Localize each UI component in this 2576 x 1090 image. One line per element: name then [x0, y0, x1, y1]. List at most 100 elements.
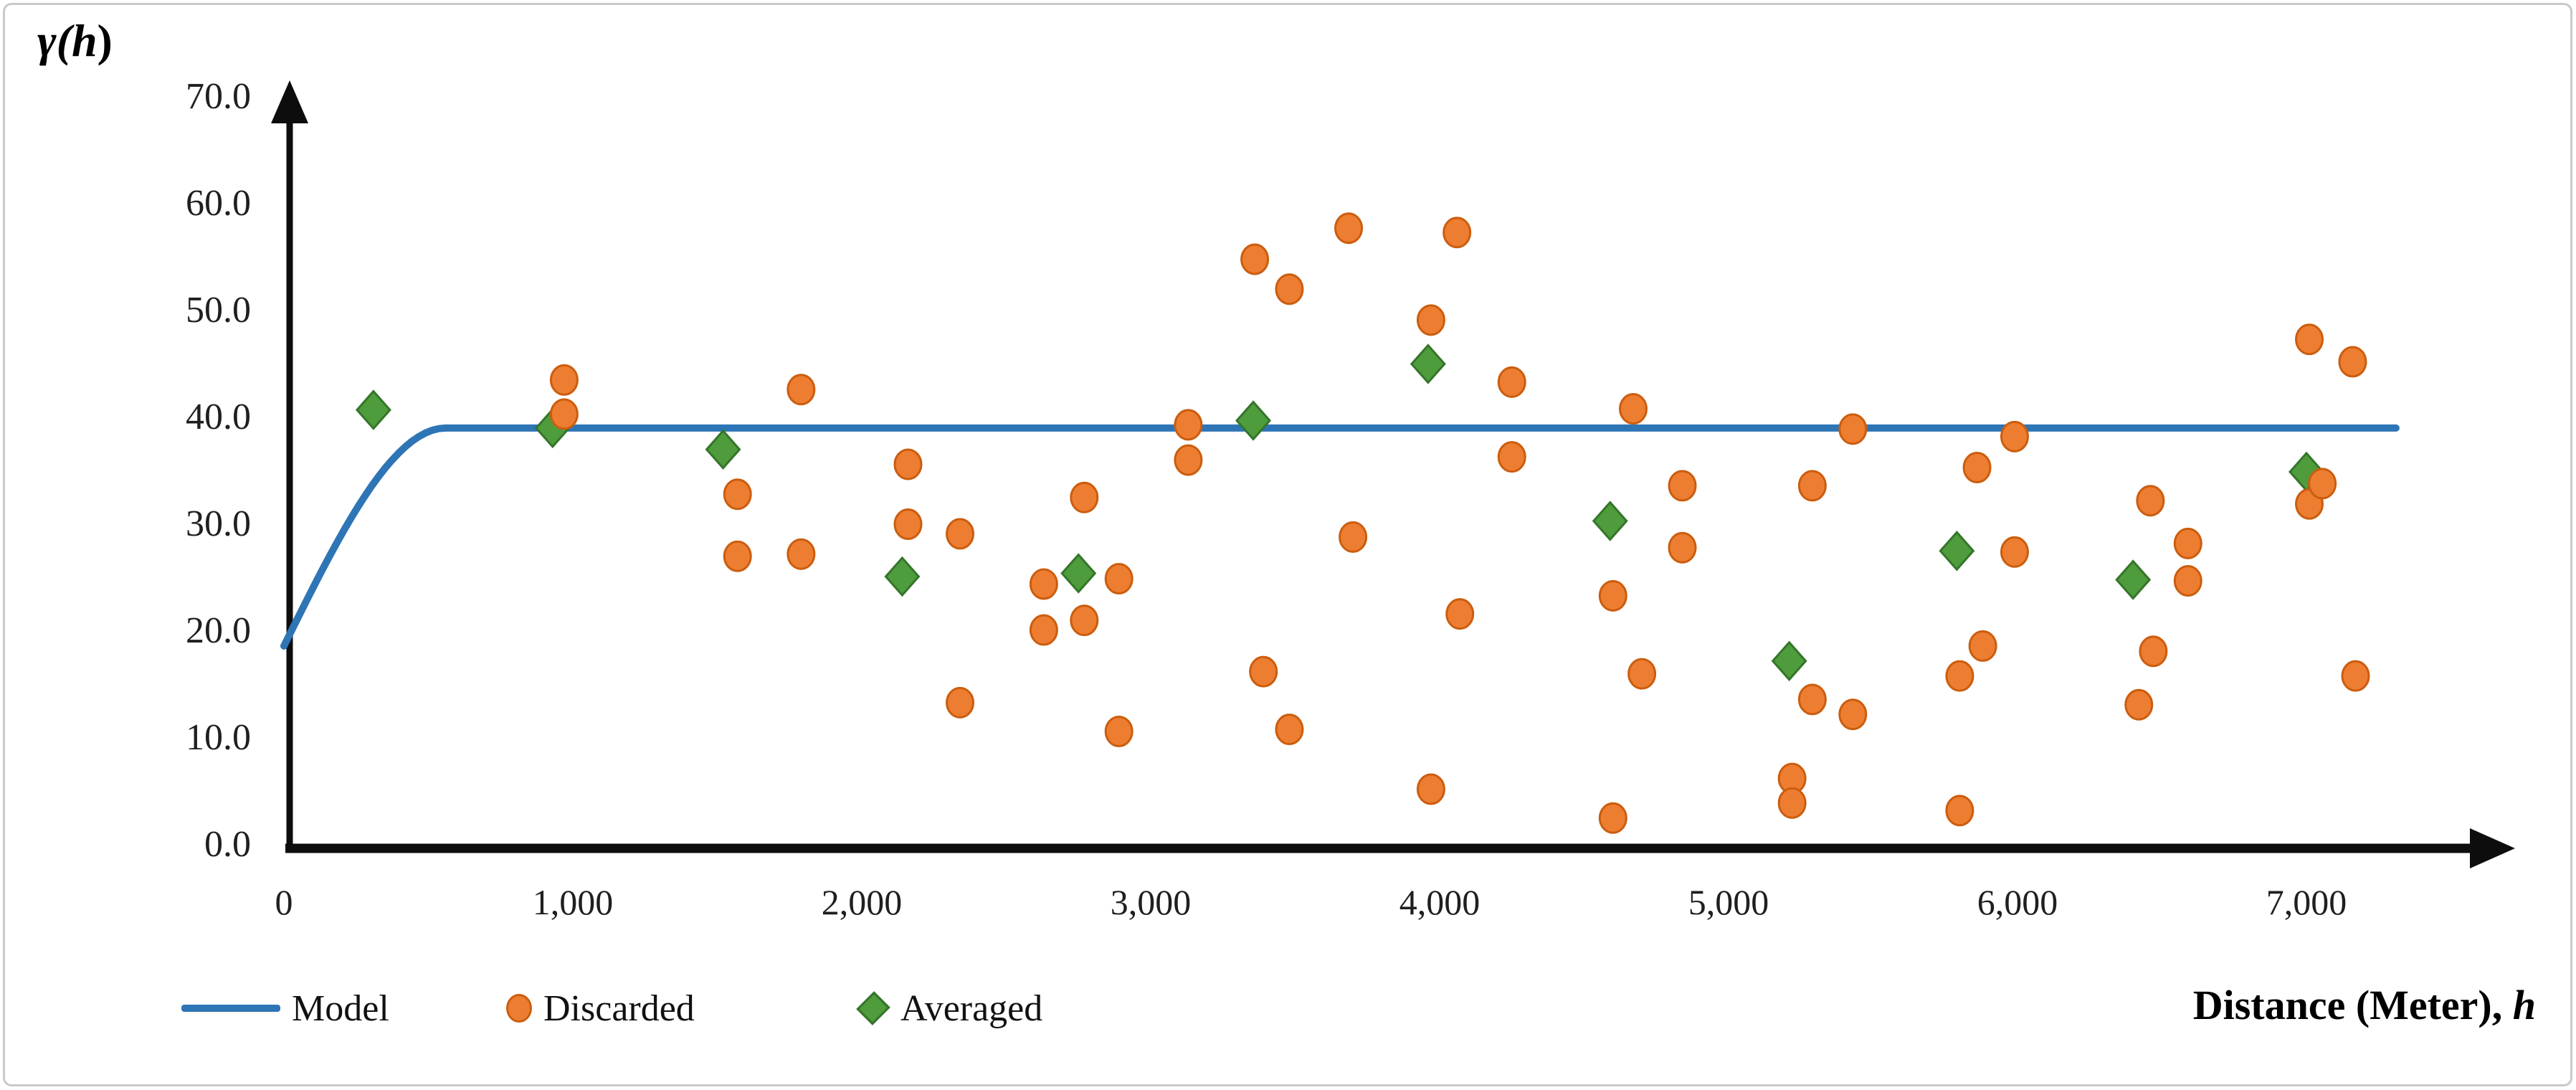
discarded-point	[2124, 688, 2154, 721]
y-axis-arrow-icon	[271, 80, 308, 123]
discarded-point	[2139, 635, 2168, 668]
discarded-point	[1668, 470, 1697, 502]
x-tick-label: 4,000	[1399, 882, 1481, 922]
model-line-icon	[181, 1005, 280, 1012]
legend-item-averaged: Averaged	[856, 978, 1043, 1038]
discarded-point	[2000, 420, 2029, 452]
discarded-point	[1275, 273, 1304, 305]
discarded-point	[2338, 346, 2367, 378]
discarded-point	[1443, 217, 1472, 249]
discarded-point-icon	[506, 994, 532, 1023]
x-tick-label: 0	[275, 882, 293, 922]
discarded-point	[723, 478, 752, 511]
x-tick-label: 3,000	[1110, 882, 1192, 922]
discarded-point	[1275, 714, 1304, 746]
y-tick-label: 0.0	[204, 824, 251, 865]
y-axis-title-gamma: γ(	[37, 15, 72, 66]
legend-label-averaged: Averaged	[900, 987, 1043, 1029]
y-tick-label: 30.0	[186, 503, 251, 544]
discarded-point	[786, 538, 816, 570]
discarded-point	[1598, 579, 1627, 612]
discarded-point	[1070, 605, 1099, 637]
discarded-point	[1029, 614, 1058, 646]
averaged-point	[1235, 400, 1272, 441]
legend-item-discarded: Discarded	[506, 978, 695, 1038]
averaged-point-icon	[856, 991, 890, 1025]
discarded-point	[1174, 444, 1203, 476]
discarded-point	[1968, 630, 1997, 662]
discarded-point	[893, 508, 923, 540]
discarded-point	[1445, 598, 1475, 630]
discarded-point	[1240, 243, 1270, 275]
discarded-point	[1174, 409, 1203, 441]
averaged-point	[705, 429, 741, 470]
discarded-point	[2341, 660, 2370, 692]
discarded-point	[1334, 212, 1364, 245]
discarded-point	[2173, 527, 2202, 559]
averaged-point	[2115, 559, 2152, 600]
legend-label-discarded: Discarded	[543, 987, 695, 1029]
discarded-point	[1797, 470, 1827, 502]
averaged-point	[1771, 640, 1807, 681]
discarded-point	[1838, 698, 1868, 731]
y-tick-label: 50.0	[186, 290, 251, 331]
y-tick-label: 20.0	[186, 610, 251, 651]
y-tick-label: 70.0	[186, 76, 251, 117]
discarded-point	[1070, 481, 1099, 513]
averaged-point	[1410, 343, 1446, 384]
x-axis-title-text: Distance (Meter),	[2192, 982, 2513, 1028]
discarded-point	[1029, 568, 1058, 600]
discarded-point	[786, 374, 816, 406]
model-line	[280, 424, 2400, 650]
discarded-point	[946, 686, 975, 719]
y-tick-label: 40.0	[186, 397, 251, 437]
discarded-point	[1668, 531, 1697, 564]
discarded-point	[549, 364, 579, 396]
discarded-point	[1497, 366, 1526, 398]
discarded-point	[2173, 564, 2202, 597]
discarded-point	[1249, 655, 1278, 688]
discarded-point	[1777, 787, 1807, 819]
discarded-point	[1627, 658, 1657, 690]
discarded-point	[1104, 562, 1133, 594]
discarded-point	[1416, 304, 1445, 336]
x-tick-label: 6,000	[1977, 882, 2058, 922]
discarded-point	[2136, 485, 2165, 517]
discarded-point	[1945, 660, 1974, 692]
discarded-point	[1797, 683, 1827, 716]
discarded-point	[2000, 536, 2029, 568]
x-axis-arrow-icon	[2470, 828, 2515, 868]
discarded-point	[1497, 441, 1526, 473]
x-tick-label: 1,000	[532, 882, 614, 922]
discarded-point	[2308, 468, 2337, 500]
discarded-point	[1104, 716, 1133, 748]
legend-label-model: Model	[292, 987, 389, 1029]
y-tick-label: 60.0	[186, 183, 251, 224]
legend-item-model: Model	[181, 978, 389, 1038]
discarded-point	[549, 398, 579, 430]
averaged-point	[1592, 501, 1628, 541]
discarded-point	[1416, 773, 1445, 805]
x-axis-title-var: h	[2512, 982, 2536, 1028]
discarded-point	[1339, 521, 1368, 553]
averaged-point	[1060, 553, 1097, 594]
legend: Model Discarded Averaged	[0, 978, 1434, 1038]
y-axis-title-close: )	[97, 15, 113, 66]
discarded-point	[1598, 802, 1627, 834]
discarded-point	[723, 540, 752, 572]
discarded-point	[893, 448, 923, 480]
x-tick-label: 5,000	[1688, 882, 1769, 922]
y-tick-label: 10.0	[186, 717, 251, 758]
x-axis-title: Distance (Meter), h	[2193, 981, 2536, 1029]
y-axis-title: γ(h)	[37, 14, 113, 67]
averaged-point	[355, 389, 391, 430]
y-axis-title-var: h	[71, 15, 98, 66]
discarded-point	[2295, 323, 2324, 356]
averaged-point	[884, 556, 921, 597]
discarded-point	[1619, 393, 1648, 425]
discarded-point	[1962, 452, 1992, 484]
x-tick-label: 2,000	[821, 882, 903, 922]
discarded-point	[1838, 413, 1868, 445]
discarded-point	[1945, 795, 1974, 827]
